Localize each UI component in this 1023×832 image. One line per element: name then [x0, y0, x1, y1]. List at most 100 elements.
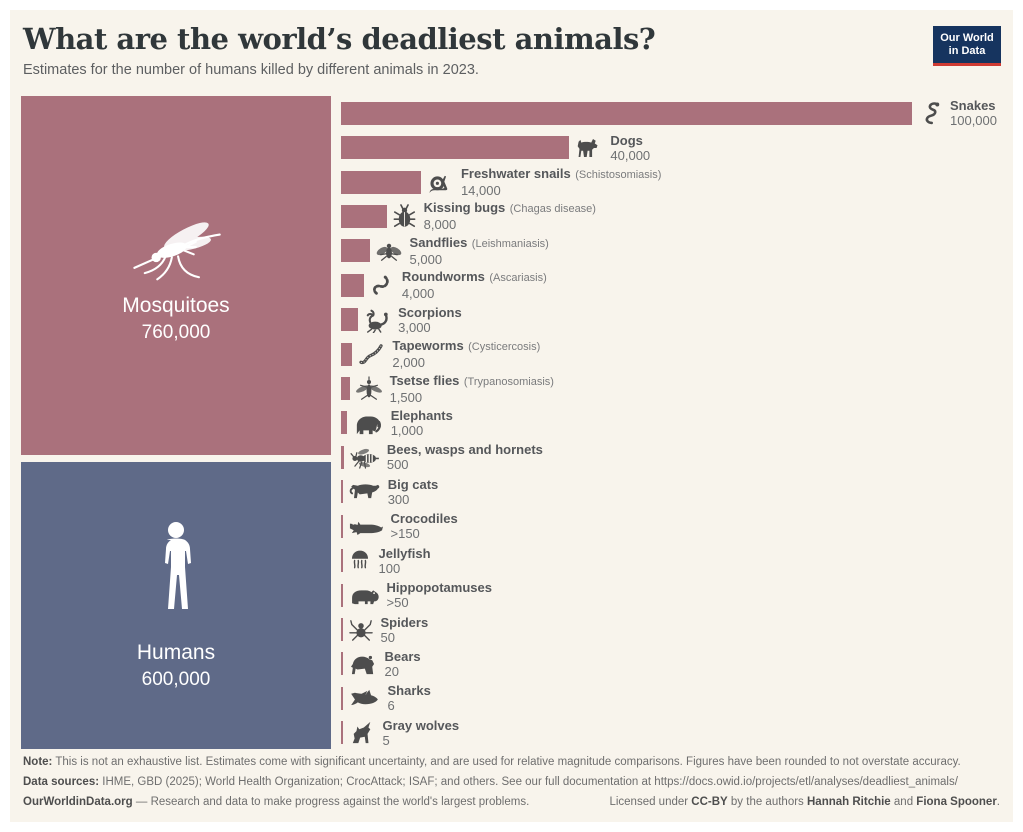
- bar-row[interactable]: Scorpions 3,000: [341, 303, 1003, 337]
- bar[interactable]: [341, 480, 343, 504]
- bar-row[interactable]: Sandflies (Leishmaniasis) 5,000: [341, 234, 1003, 268]
- animal-value: 500: [386, 457, 409, 473]
- bar-row[interactable]: Roundworms (Ascariasis) 4,000: [341, 268, 1003, 302]
- animal-value: 4,000: [401, 286, 435, 302]
- animal-value: 20: [384, 663, 399, 679]
- tapeworm-icon: [358, 343, 384, 365]
- bar-row[interactable]: Bears 20: [341, 647, 1003, 681]
- bar-row[interactable]: Kissing bugs (Chagas disease) 8,000: [341, 199, 1003, 233]
- bar-row[interactable]: Gray wolves 5: [341, 716, 1003, 750]
- bar[interactable]: [341, 377, 350, 401]
- bar[interactable]: [341, 308, 359, 332]
- bar[interactable]: [341, 618, 343, 642]
- mosquito-icon: [126, 208, 226, 284]
- footer-bottom-line: OurWorldinData.org — Research and data t…: [23, 792, 1000, 812]
- chart-footer: Note: This is not an exhaustive list. Es…: [23, 752, 1000, 812]
- animal-name: Sandflies: [409, 234, 468, 250]
- bar[interactable]: [341, 411, 347, 435]
- animal-name: Bears: [384, 648, 421, 664]
- disease-qualifier: (Trypanosomiasis): [463, 375, 554, 388]
- human-icon: [153, 521, 199, 631]
- owid-tagline-text: — Research and data to make progress aga…: [132, 796, 530, 808]
- bar-row[interactable]: Crocodiles >150: [341, 509, 1003, 543]
- block-label: Mosquitoes: [122, 293, 230, 317]
- animal-name: Big cats: [387, 476, 439, 492]
- bar-row[interactable]: Jellyfish 100: [341, 543, 1003, 577]
- animal-value: 1,000: [390, 422, 424, 438]
- humans-block[interactable]: Humans 600,000: [21, 462, 331, 749]
- jellyfish-icon: [349, 548, 371, 573]
- license-cc-by[interactable]: CC-BY: [691, 796, 728, 808]
- bar[interactable]: [341, 652, 343, 676]
- gray-wolf-icon: [349, 721, 375, 745]
- animal-name: Spiders: [380, 614, 429, 630]
- mosquitoes-block[interactable]: Mosquitoes 760,000: [21, 96, 331, 455]
- bar-row[interactable]: Freshwater snails (Schistosomiasis) 14,0…: [341, 165, 1003, 199]
- note-text: This is not an exhaustive list. Estimate…: [52, 756, 961, 768]
- animal-name: Jellyfish: [378, 545, 431, 561]
- bar[interactable]: [341, 239, 370, 263]
- bar[interactable]: [341, 583, 343, 607]
- bar[interactable]: [341, 514, 343, 538]
- block-label: Humans: [136, 640, 216, 664]
- animal-value: 8,000: [423, 217, 457, 233]
- bar-label: Dogs 40,000: [610, 133, 650, 163]
- bar-row[interactable]: Elephants 1,000: [341, 406, 1003, 440]
- bar[interactable]: [341, 170, 421, 194]
- owid-link[interactable]: OurWorldinData.org: [23, 796, 133, 808]
- disease-qualifier: (Schistosomiasis): [575, 169, 662, 182]
- bar-label: Tsetse flies (Trypanosomiasis) 1,500: [390, 373, 554, 405]
- animal-value: 100: [378, 560, 401, 576]
- snake-icon: [918, 100, 942, 127]
- bar[interactable]: [341, 136, 570, 160]
- bar-row[interactable]: Big cats 300: [341, 475, 1003, 509]
- bar-label: Spiders 50: [381, 615, 429, 645]
- animal-value: 40,000: [610, 147, 651, 163]
- bar[interactable]: [341, 445, 344, 469]
- page-title: What are the world’s deadliest animals?: [23, 22, 656, 56]
- animal-name: Scorpions: [398, 304, 462, 320]
- owid-logo[interactable]: Our World in Data: [933, 26, 1001, 66]
- owid-tagline: OurWorldinData.org — Research and data t…: [23, 792, 529, 812]
- disease-qualifier: (Chagas disease): [509, 203, 596, 216]
- wasp-icon: [350, 446, 379, 469]
- animal-value: >150: [390, 526, 420, 542]
- bar-row[interactable]: Bees, wasps and hornets 500: [341, 440, 1003, 474]
- shark-icon: [349, 688, 380, 709]
- snail-icon: [427, 171, 453, 194]
- bar-label: Bees, wasps and hornets 500: [387, 442, 543, 472]
- bar-row[interactable]: Dogs 40,000: [341, 130, 1003, 164]
- bar-label: Hippopotamuses >50: [387, 580, 492, 610]
- license-end: .: [996, 796, 1000, 808]
- animal-value: 5: [382, 732, 390, 748]
- bar[interactable]: [341, 686, 343, 710]
- big-cat-icon: [349, 481, 380, 502]
- bar-row[interactable]: Tsetse flies (Trypanosomiasis) 1,500: [341, 371, 1003, 405]
- bar[interactable]: [341, 549, 343, 573]
- animal-value: 100,000: [950, 113, 997, 129]
- chart-body: Mosquitoes 760,000 Humans 600,000 Snakes…: [21, 96, 1003, 750]
- bar[interactable]: [341, 342, 353, 366]
- bar-label: Tapeworms (Cysticercosis) 2,000: [392, 338, 540, 370]
- roundworm-icon: [370, 273, 394, 297]
- bar[interactable]: [341, 101, 912, 125]
- bar[interactable]: [341, 204, 387, 228]
- license-line: Licensed under CC-BY by the authors Hann…: [609, 792, 1000, 812]
- spider-icon: [348, 617, 373, 643]
- crocodile-icon: [349, 517, 383, 536]
- bar-row[interactable]: Hippopotamuses >50: [341, 578, 1003, 612]
- bar-row[interactable]: Tapeworms (Cysticercosis) 2,000: [341, 337, 1003, 371]
- animal-name: Kissing bugs: [423, 200, 506, 216]
- animal-name: Snakes: [950, 98, 996, 114]
- bar-label: Sandflies (Leishmaniasis) 5,000: [410, 235, 549, 267]
- bar-row[interactable]: Spiders 50: [341, 612, 1003, 646]
- bear-icon: [349, 652, 377, 676]
- bar[interactable]: [341, 721, 343, 745]
- bar-label: Gray wolves 5: [383, 718, 460, 748]
- bar-row[interactable]: Sharks 6: [341, 681, 1003, 715]
- bar[interactable]: [341, 273, 364, 297]
- animal-name: Sharks: [387, 683, 431, 699]
- sources-label: Data sources:: [23, 776, 100, 788]
- bar-row[interactable]: Snakes 100,000: [341, 96, 1003, 130]
- animal-value: 50: [380, 629, 395, 645]
